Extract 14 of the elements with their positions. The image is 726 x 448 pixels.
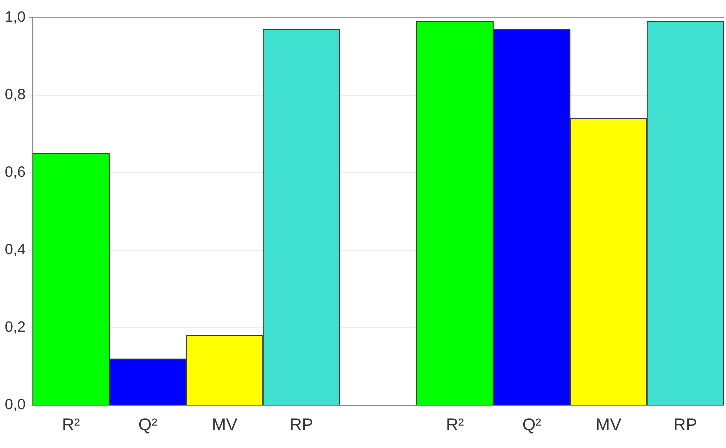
x-tick-label: RP: [674, 415, 698, 434]
y-tick-label: 0,6: [4, 164, 26, 182]
y-tick-label: 0,0: [4, 396, 26, 414]
y-tick-label: 0,2: [4, 319, 26, 336]
x-tick-label: Q²: [522, 415, 542, 434]
x-tick-label: MV: [212, 415, 238, 434]
y-tick-label: 0,8: [4, 86, 26, 104]
y-tick-label: 0,4: [4, 242, 26, 259]
y-tick-label: 1,0: [4, 9, 26, 26]
x-tick-label: Q²: [138, 415, 158, 434]
x-tick-label: MV: [596, 415, 622, 434]
x-tick-label: RP: [290, 415, 314, 434]
x-tick-label: R²: [446, 415, 465, 434]
x-tick-label: R²: [62, 415, 81, 434]
